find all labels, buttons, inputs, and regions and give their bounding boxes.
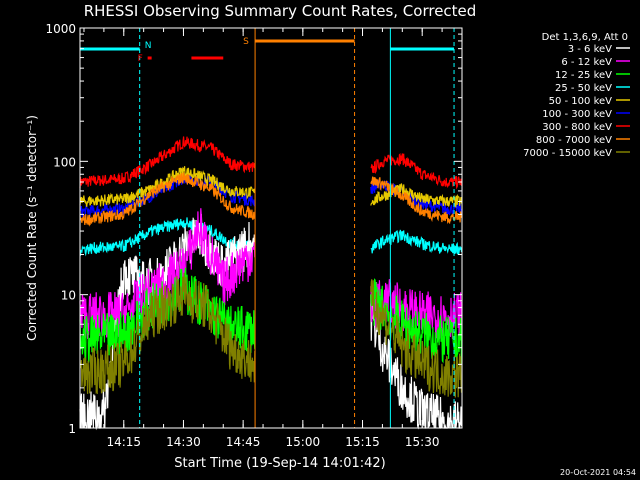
x-axis-label: Start Time (19-Sep-14 14:01:42) bbox=[174, 456, 385, 471]
series-line-9 bbox=[79, 272, 463, 398]
legend-label-3: 12 - 25 keV bbox=[555, 70, 612, 81]
flag-label-F: F bbox=[138, 54, 143, 64]
plot-area: NF S bbox=[79, 28, 463, 431]
x-tick-label-1: 14:15 bbox=[106, 435, 141, 449]
x-tick-label-6: 15:30 bbox=[405, 435, 440, 449]
y-axis-label: Corrected Count Rate (s⁻¹ detector⁻¹) bbox=[25, 115, 39, 341]
legend-label-8: 800 - 7000 keV bbox=[536, 135, 612, 146]
flag-label-N: N bbox=[145, 41, 152, 51]
legend-title: Det 1,3,6,9, Att 0 bbox=[542, 32, 628, 43]
axes: 14:15 14:30 14:45 15:00 15:15 15:30 1 10 100 1000 bbox=[45, 22, 463, 449]
y-tick-label-4: 1000 bbox=[45, 22, 76, 36]
x-tick-label-4: 15:00 bbox=[286, 435, 321, 449]
chart-title: RHESSI Observing Summary Count Rates, Co… bbox=[84, 2, 477, 20]
series-line-4 bbox=[79, 172, 463, 227]
legend-label-6: 100 - 300 keV bbox=[542, 109, 612, 120]
legend-label-2: 6 - 12 keV bbox=[561, 57, 612, 68]
series-line-5 bbox=[79, 217, 463, 257]
legend-label-4: 25 - 50 keV bbox=[555, 83, 612, 94]
y-tick-label-3: 100 bbox=[53, 155, 76, 169]
y-tick-label-1: 1 bbox=[68, 422, 76, 436]
legend-label-5: 50 - 100 keV bbox=[549, 96, 613, 107]
y-tick-label-2: 10 bbox=[61, 289, 76, 303]
flag-label-S: S bbox=[243, 37, 249, 47]
series-line-1 bbox=[79, 136, 463, 190]
legend: Det 1,3,6,9, Att 03 - 6 keV 6 - 12 keV 12 … bbox=[523, 32, 630, 159]
legend-label-7: 300 - 800 keV bbox=[542, 122, 612, 133]
legend-label-1: 3 - 6 keV bbox=[568, 44, 612, 55]
x-tick-label-5: 15:15 bbox=[345, 435, 380, 449]
x-tick-label-3: 14:45 bbox=[226, 435, 261, 449]
x-tick-label-2: 14:30 bbox=[166, 435, 201, 449]
legend-label-9: 7000 - 15000 keV bbox=[523, 148, 612, 159]
footer-timestamp: 20-Oct-2021 04:54 bbox=[560, 468, 636, 477]
plot-frame bbox=[79, 27, 463, 429]
